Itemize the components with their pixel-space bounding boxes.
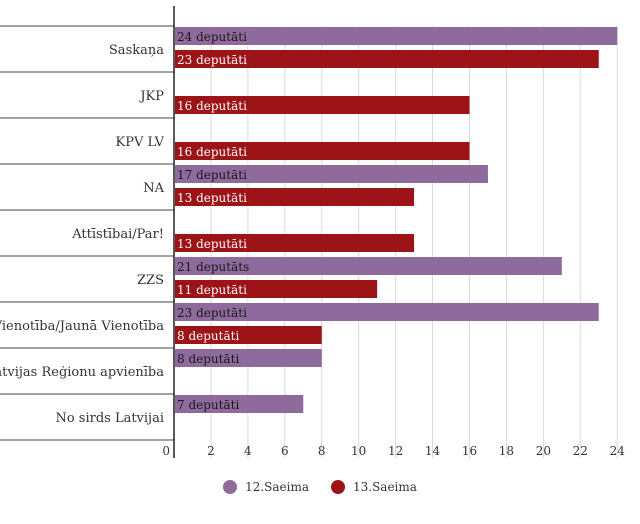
x-tick-label: 18 — [499, 444, 514, 458]
bar-chart: Saskaņa JKP KPV LV NA Attīstībai/Par! ZZS Vien… — [0, 6, 626, 458]
bar-13-saeima — [175, 326, 322, 344]
legend-label-12-saeima: 12.Saeima — [245, 480, 309, 494]
bar-data-label: 13 deputāti — [177, 191, 247, 205]
bar-data-label: 11 deputāti — [177, 283, 247, 297]
x-tick-label: 14 — [425, 444, 441, 458]
x-tick-label: 10 — [351, 444, 366, 458]
x-tick-label: 0 — [162, 444, 170, 458]
bar-13-saeima — [175, 142, 470, 160]
category-label: NA — [143, 181, 164, 196]
bar-data-label: 8 deputāti — [177, 329, 239, 343]
legend-dot-12-saeima — [223, 480, 238, 494]
bar-data-label: 21 deputāts — [177, 260, 249, 274]
bar-data-label: 23 deputāti — [177, 53, 247, 67]
bar-13-saeima — [175, 188, 415, 206]
bar-data-label: 16 deputāti — [177, 99, 247, 113]
bar-12-saeima — [175, 349, 322, 367]
bar-data-label: 17 deputāti — [177, 168, 247, 182]
category-label: Attīstībai/Par! — [71, 227, 164, 242]
x-tick-label: 6 — [281, 444, 289, 458]
category-label: KPV LV — [116, 135, 165, 150]
bar-data-label: 16 deputāti — [177, 145, 247, 159]
x-tick-label: 24 — [610, 444, 626, 458]
bar-13-saeima — [175, 234, 415, 252]
category-label: Vienotība/Jaunā Vienotība — [0, 319, 164, 334]
x-tick-label: 12 — [388, 444, 403, 458]
bar-data-label: 23 deputāti — [177, 306, 247, 320]
category-label: ZZS — [137, 273, 164, 288]
category-label: Saskaņa — [109, 43, 164, 58]
x-tick-label: 16 — [462, 444, 477, 458]
bar-data-label: 8 deputāti — [177, 352, 239, 366]
bar-12-saeima — [175, 27, 618, 45]
x-tick-label: 4 — [244, 444, 252, 458]
legend-dot-13-saeima — [331, 480, 345, 494]
bar-12-saeima — [175, 165, 488, 183]
category-label: No sirds Latvijai — [55, 411, 164, 426]
legend-item-12-saeima[interactable]: 12.Saeima — [223, 480, 309, 494]
x-tick-label: 22 — [573, 444, 588, 458]
bar-13-saeima — [175, 50, 599, 68]
bar-data-label: 13 deputāti — [177, 237, 247, 251]
category-label: JKP — [138, 89, 164, 104]
x-tick-label: 8 — [318, 444, 326, 458]
bar-12-saeima — [175, 257, 562, 275]
bar-12-saeima — [175, 395, 304, 413]
legend-label-13-saeima: 13.Saeima — [353, 480, 417, 494]
legend-item-13-saeima[interactable]: 13.Saeima — [331, 480, 417, 494]
bar-data-label: 7 deputāti — [177, 398, 239, 412]
legend: 12.Saeima 13.Saeima — [0, 480, 640, 494]
category-label: Latvijas Reģionu apvienība — [0, 365, 164, 380]
bar-13-saeima — [175, 96, 470, 114]
x-tick-label: 20 — [536, 444, 551, 458]
bar-12-saeima — [175, 303, 599, 321]
bar-13-saeima — [175, 280, 378, 298]
x-tick-label: 2 — [207, 444, 215, 458]
bar-data-label: 24 deputāti — [177, 30, 247, 44]
